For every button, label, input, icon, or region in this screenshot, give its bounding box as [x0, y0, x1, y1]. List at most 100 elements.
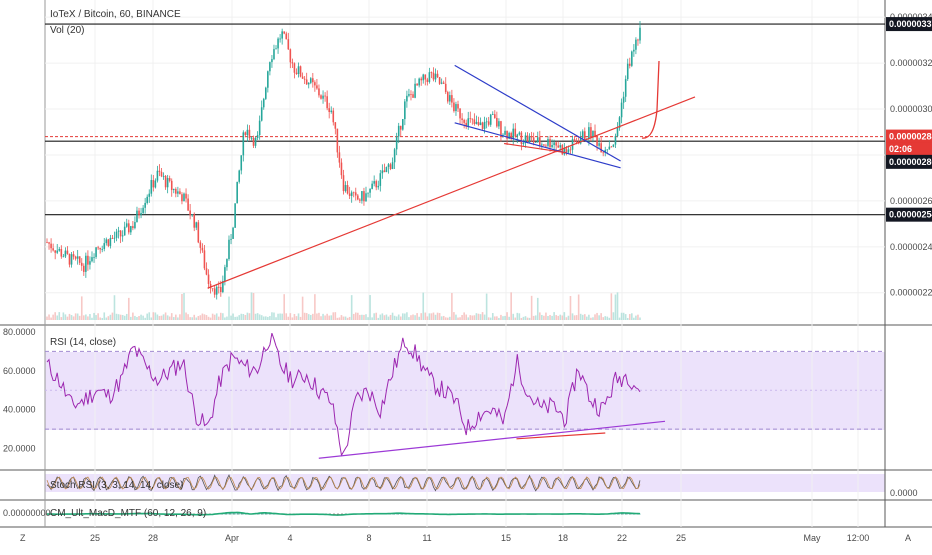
candle-body [156, 170, 159, 181]
candle-body [95, 247, 97, 257]
candle-body [191, 214, 193, 216]
volume-bar [614, 294, 617, 320]
volume-bar [600, 313, 602, 320]
symbol-title: IoTeX / Bitcoin, 60, BINANCE [50, 9, 181, 20]
candle-body [195, 222, 198, 228]
corner-right-glyph[interactable]: A [905, 533, 911, 543]
candle-body [281, 31, 283, 39]
candle-body [83, 265, 85, 272]
grid [45, 0, 885, 527]
candle-body [354, 192, 357, 196]
volume-bar [451, 293, 453, 320]
stoch-label: Stoch RSI (3, 3, 14, 14, close) [50, 480, 183, 491]
price-badge-text: 0.00000288 [889, 132, 932, 142]
candle-body [74, 256, 77, 259]
candle-body [142, 207, 144, 213]
candle-body [160, 171, 163, 177]
volume-bar [461, 315, 463, 320]
volume-bar [526, 317, 529, 320]
candle-body [152, 180, 155, 188]
volume-bar [485, 293, 488, 320]
candle-body [622, 96, 625, 103]
volume-bar [596, 312, 598, 320]
candle-body [608, 146, 611, 150]
candle-body [557, 145, 560, 148]
volume-bar [320, 316, 322, 320]
candle-body [440, 82, 443, 84]
rsi-band [45, 352, 885, 430]
volume-bar [95, 315, 97, 320]
price-badge-bg [886, 17, 932, 32]
volume-bar [422, 292, 425, 320]
volume-bar [520, 317, 523, 320]
candle-body [301, 76, 304, 79]
candle-body [598, 143, 600, 146]
volume-bar [185, 312, 187, 320]
candle-body [391, 162, 394, 170]
volume-bar [234, 316, 236, 320]
volume-bar [125, 313, 128, 320]
candle-body [418, 78, 420, 86]
volume-bar [336, 317, 339, 320]
price-trendline-red [504, 142, 566, 154]
volume-bar [54, 312, 56, 320]
candle-body [438, 77, 441, 84]
candle-body [54, 250, 56, 253]
candle-body [168, 178, 171, 181]
volume-bar [217, 316, 220, 320]
volume-bar [479, 314, 482, 320]
volume-bar [606, 316, 609, 320]
volume-bar [633, 317, 635, 320]
candle-body [526, 135, 529, 142]
volume-bar [475, 313, 478, 320]
volume-bar [334, 312, 337, 320]
candle-body [209, 283, 212, 289]
candle-body [170, 180, 173, 191]
volume-bar [142, 315, 144, 320]
candle-body [136, 210, 138, 223]
volume-bar [224, 317, 226, 320]
volume-bar [352, 313, 355, 320]
price-badge-bg [886, 129, 932, 144]
candle-body [93, 256, 95, 258]
rsi-series [46, 332, 641, 457]
candle-body [183, 193, 185, 202]
candle-body [512, 128, 515, 140]
volume-bar [58, 312, 61, 320]
volume-bar [428, 313, 431, 320]
volume-bar [207, 316, 210, 320]
volume-bar [179, 314, 181, 320]
macd-hist-bar [622, 512, 625, 515]
volume-bar [628, 314, 631, 320]
volume-bar [56, 315, 59, 320]
volume-bar [494, 316, 496, 320]
macd-hist-bar [232, 512, 234, 515]
candle-body [146, 196, 148, 203]
corner-left-glyph[interactable]: Z [20, 533, 26, 543]
candle-body [393, 149, 396, 163]
candle-body [111, 237, 114, 239]
volume-bar [402, 313, 404, 320]
volume-bar [91, 317, 93, 320]
candle-body [352, 192, 355, 194]
volume-bar [504, 315, 506, 320]
candle-body [471, 118, 474, 120]
candle-body [594, 130, 596, 137]
candle-body [459, 108, 461, 119]
candle-body [516, 134, 519, 137]
volume-bar [318, 312, 320, 320]
candle-body [269, 62, 271, 72]
volume-bar [512, 313, 515, 320]
volume-bar [209, 317, 212, 320]
candle-body [346, 185, 349, 194]
volume-bar [271, 312, 273, 320]
volume-bar [277, 313, 279, 320]
volume-bar [109, 314, 112, 320]
candle-body [76, 256, 79, 259]
volume-bar [498, 317, 500, 320]
candle-body [451, 95, 453, 103]
volume-bar [399, 316, 402, 320]
